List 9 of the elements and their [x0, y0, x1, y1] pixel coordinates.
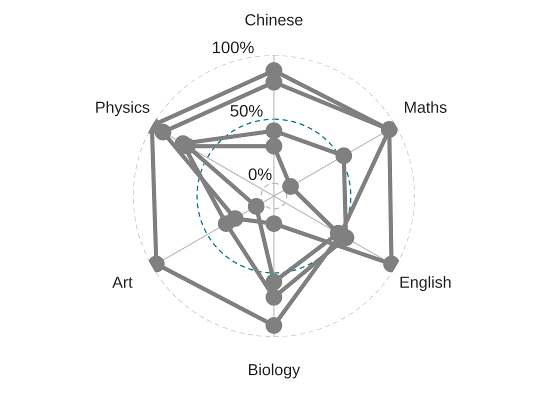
y-tick-label: 50% [230, 104, 263, 117]
spoke-label: English [400, 276, 451, 292]
spoke-label: Physics [96, 101, 150, 116]
spoke-label: Art [112, 276, 133, 288]
y-tick-label: 0% [248, 168, 272, 180]
spoke-label: Biology [249, 364, 300, 378]
spoke-label: Maths [404, 101, 447, 113]
y-tick-label: 100% [212, 41, 254, 54]
spoke-label: Chinese [245, 14, 302, 26]
